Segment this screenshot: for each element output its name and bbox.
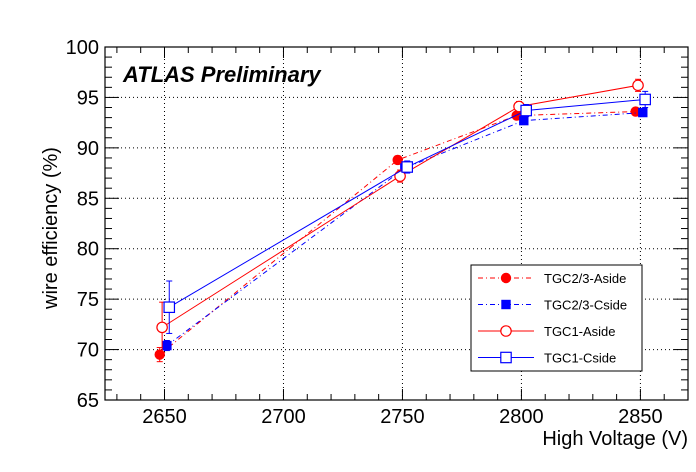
y-tick-label: 65	[77, 390, 99, 412]
axis-ticks	[105, 46, 689, 401]
x-tick-label: 2800	[499, 406, 544, 428]
chart-annotation: ATLAS Preliminary	[122, 62, 322, 87]
legend-label: TGC2/3-Aside	[544, 271, 626, 286]
data-point	[401, 161, 414, 173]
y-tick-label: 95	[77, 87, 99, 109]
legend-box	[470, 264, 643, 372]
x-tick-label: 2850	[618, 406, 663, 428]
y-tick-label: 70	[77, 340, 99, 362]
series-line	[161, 84, 639, 328]
legend-entry: TGC2/3-Aside	[478, 271, 626, 286]
legend-label: TGC1-Aside	[544, 324, 616, 339]
data-series	[154, 78, 651, 363]
y-tick-label: 90	[77, 138, 99, 160]
legend-label: TGC2/3-Cside	[544, 298, 627, 313]
data-point	[519, 115, 529, 126]
x-tick-label: 2700	[261, 406, 306, 428]
data-point	[156, 321, 168, 334]
legend-marker	[500, 325, 512, 337]
y-tick-label: 80	[77, 239, 99, 261]
data-point	[163, 301, 176, 314]
legend-entry: TGC1-Cside	[478, 351, 616, 366]
legend-entry: TGC1-Aside	[478, 324, 616, 339]
y-tick-label: 100	[66, 37, 99, 59]
legend-marker	[501, 299, 511, 310]
legend: TGC2/3-Aside TGC2/3-Cside TGC1-Aside TGC1-C…	[470, 264, 643, 372]
data-point	[632, 79, 644, 92]
x-axis-title: High Voltage (V)	[542, 428, 688, 450]
series-tgc1-cside	[163, 90, 651, 334]
legend-marker	[500, 351, 512, 364]
data-point	[639, 93, 651, 106]
x-tick-label: 2750	[380, 406, 425, 428]
legend-entry: TGC2/3-Cside	[478, 298, 627, 313]
tick-labels: 65 70 75 80 85 90 95 100 2650 2700 2750 2800 2850	[66, 37, 663, 428]
plot-frame	[104, 46, 689, 401]
series-line	[159, 111, 636, 356]
data-point	[154, 349, 165, 360]
grid	[105, 47, 688, 400]
legend-marker	[500, 272, 512, 284]
y-tick-label: 85	[77, 188, 99, 210]
x-tick-label: 2650	[142, 406, 187, 428]
legend-label: TGC1-Cside	[544, 351, 616, 366]
data-point	[392, 154, 403, 166]
y-axis-title: wire efficiency (%)	[40, 147, 62, 310]
y-tick-label: 75	[77, 289, 99, 311]
series-line	[166, 112, 643, 346]
data-point	[162, 340, 172, 351]
data-point	[638, 107, 648, 118]
series-line	[168, 98, 646, 308]
data-point	[520, 104, 532, 117]
